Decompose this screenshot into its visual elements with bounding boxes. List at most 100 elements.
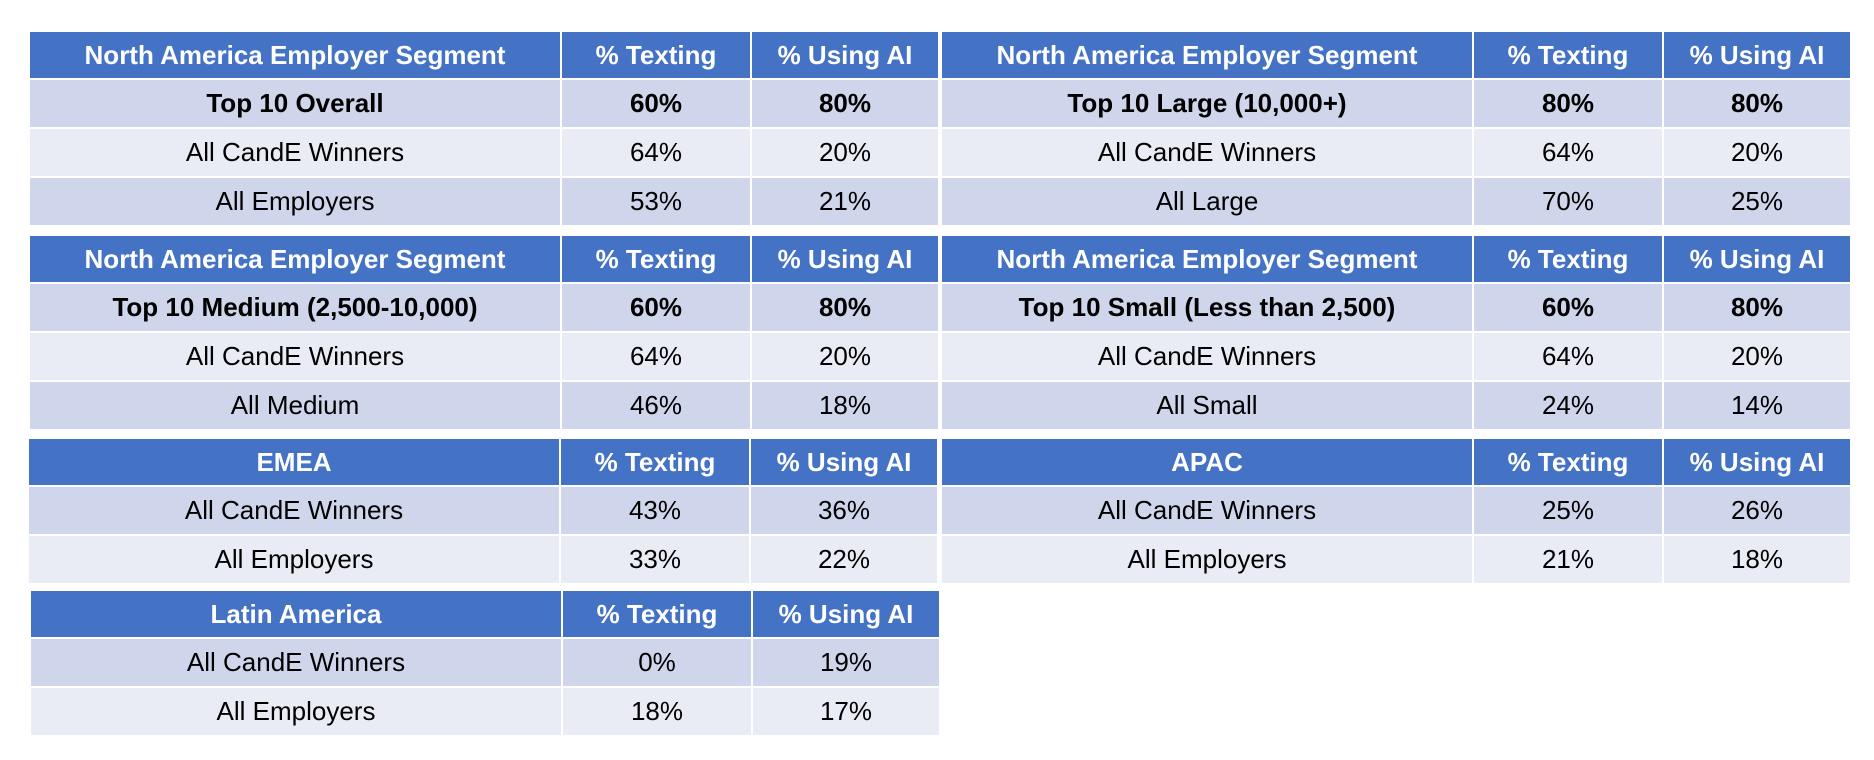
header-texting: % Texting xyxy=(1472,234,1664,284)
segment-cell: All CandE Winners xyxy=(28,127,562,178)
using-ai-cell: 80% xyxy=(750,78,940,129)
segment-cell: All Employers xyxy=(940,534,1474,585)
texting-cell: 25% xyxy=(1472,485,1664,536)
table-row: All Employers 33% 22% xyxy=(27,534,939,585)
using-ai-cell: 20% xyxy=(750,331,940,382)
header-region: Latin America xyxy=(29,589,563,639)
table-row: Top 10 Medium (2,500-10,000) 60% 80% xyxy=(28,282,940,333)
segment-cell: All CandE Winners xyxy=(29,637,563,688)
header-segment: North America Employer Segment xyxy=(28,234,562,284)
table-north-america-medium: North America Employer Segment % Texting… xyxy=(28,234,940,431)
texting-cell: 60% xyxy=(560,282,752,333)
using-ai-cell: 20% xyxy=(1662,127,1852,178)
table-row: All CandE Winners 64% 20% xyxy=(940,127,1852,178)
table-row: Top 10 Small (Less than 2,500) 60% 80% xyxy=(940,282,1852,333)
segment-cell: All CandE Winners xyxy=(28,331,562,382)
using-ai-cell: 20% xyxy=(1662,331,1852,382)
using-ai-cell: 21% xyxy=(750,176,940,227)
header-segment: North America Employer Segment xyxy=(940,30,1474,80)
texting-cell: 18% xyxy=(561,686,753,737)
segment-cell: All CandE Winners xyxy=(27,485,561,536)
texting-cell: 60% xyxy=(1472,282,1664,333)
texting-cell: 33% xyxy=(559,534,751,585)
texting-cell: 46% xyxy=(560,380,752,431)
using-ai-cell: 14% xyxy=(1662,380,1852,431)
using-ai-cell: 20% xyxy=(750,127,940,178)
using-ai-cell: 26% xyxy=(1662,485,1852,536)
header-row: North America Employer Segment % Texting… xyxy=(940,30,1852,80)
segment-cell: All Employers xyxy=(28,176,562,227)
header-segment: North America Employer Segment xyxy=(940,234,1474,284)
table-emea: EMEA % Texting % Using AI All CandE Winn… xyxy=(27,437,939,585)
table-north-america-large: North America Employer Segment % Texting… xyxy=(940,30,1852,227)
header-using-ai: % Using AI xyxy=(751,589,941,639)
using-ai-cell: 80% xyxy=(750,282,940,333)
table-apac: APAC % Texting % Using AI All CandE Winn… xyxy=(940,437,1852,585)
header-texting: % Texting xyxy=(1472,30,1664,80)
header-region: APAC xyxy=(940,437,1474,487)
table-row: Top 10 Overall 60% 80% xyxy=(28,78,940,129)
segment-cell: All Small xyxy=(940,380,1474,431)
table-row: All CandE Winners 64% 20% xyxy=(28,127,940,178)
segment-cell: Top 10 Overall xyxy=(28,78,562,129)
header-using-ai: % Using AI xyxy=(1662,234,1852,284)
using-ai-cell: 17% xyxy=(751,686,941,737)
table-row: All CandE Winners 0% 19% xyxy=(29,637,941,688)
table-row: All Employers 21% 18% xyxy=(940,534,1852,585)
table-row: All Employers 18% 17% xyxy=(29,686,941,737)
header-row: APAC % Texting % Using AI xyxy=(940,437,1852,487)
table-row: All Employers 53% 21% xyxy=(28,176,940,227)
header-region: EMEA xyxy=(27,437,561,487)
table-row: All CandE Winners 25% 26% xyxy=(940,485,1852,536)
segment-cell: Top 10 Small (Less than 2,500) xyxy=(940,282,1474,333)
texting-cell: 53% xyxy=(560,176,752,227)
header-texting: % Texting xyxy=(560,234,752,284)
texting-cell: 70% xyxy=(1472,176,1664,227)
segment-cell: Top 10 Large (10,000+) xyxy=(940,78,1474,129)
table-row: All CandE Winners 64% 20% xyxy=(940,331,1852,382)
table-north-america-small: North America Employer Segment % Texting… xyxy=(940,234,1852,431)
segment-cell: All CandE Winners xyxy=(940,485,1474,536)
segment-cell: All Employers xyxy=(27,534,561,585)
using-ai-cell: 25% xyxy=(1662,176,1852,227)
header-row: North America Employer Segment % Texting… xyxy=(940,234,1852,284)
segment-cell: All Medium xyxy=(28,380,562,431)
header-row: Latin America % Texting % Using AI xyxy=(29,589,941,639)
header-texting: % Texting xyxy=(1472,437,1664,487)
texting-cell: 64% xyxy=(560,127,752,178)
table-row: All Medium 46% 18% xyxy=(28,380,940,431)
texting-cell: 64% xyxy=(560,331,752,382)
segment-cell: All Employers xyxy=(29,686,563,737)
header-segment: North America Employer Segment xyxy=(28,30,562,80)
header-using-ai: % Using AI xyxy=(750,30,940,80)
using-ai-cell: 22% xyxy=(749,534,939,585)
texting-cell: 64% xyxy=(1472,127,1664,178)
header-using-ai: % Using AI xyxy=(1662,437,1852,487)
table-north-america-overall: North America Employer Segment % Texting… xyxy=(28,30,940,227)
using-ai-cell: 80% xyxy=(1662,282,1852,333)
header-texting: % Texting xyxy=(561,589,753,639)
header-texting: % Texting xyxy=(559,437,751,487)
header-row: North America Employer Segment % Texting… xyxy=(28,234,940,284)
header-row: EMEA % Texting % Using AI xyxy=(27,437,939,487)
table-row: Top 10 Large (10,000+) 80% 80% xyxy=(940,78,1852,129)
texting-cell: 43% xyxy=(559,485,751,536)
texting-cell: 24% xyxy=(1472,380,1664,431)
using-ai-cell: 18% xyxy=(1662,534,1852,585)
header-texting: % Texting xyxy=(560,30,752,80)
using-ai-cell: 80% xyxy=(1662,78,1852,129)
table-row: All CandE Winners 43% 36% xyxy=(27,485,939,536)
table-row: All Large 70% 25% xyxy=(940,176,1852,227)
header-using-ai: % Using AI xyxy=(750,234,940,284)
using-ai-cell: 36% xyxy=(749,485,939,536)
segment-cell: All CandE Winners xyxy=(940,331,1474,382)
header-using-ai: % Using AI xyxy=(749,437,939,487)
header-row: North America Employer Segment % Texting… xyxy=(28,30,940,80)
texting-cell: 64% xyxy=(1472,331,1664,382)
table-row: All Small 24% 14% xyxy=(940,380,1852,431)
using-ai-cell: 19% xyxy=(751,637,941,688)
table-row: All CandE Winners 64% 20% xyxy=(28,331,940,382)
texting-cell: 80% xyxy=(1472,78,1664,129)
texting-cell: 0% xyxy=(561,637,753,688)
header-using-ai: % Using AI xyxy=(1662,30,1852,80)
